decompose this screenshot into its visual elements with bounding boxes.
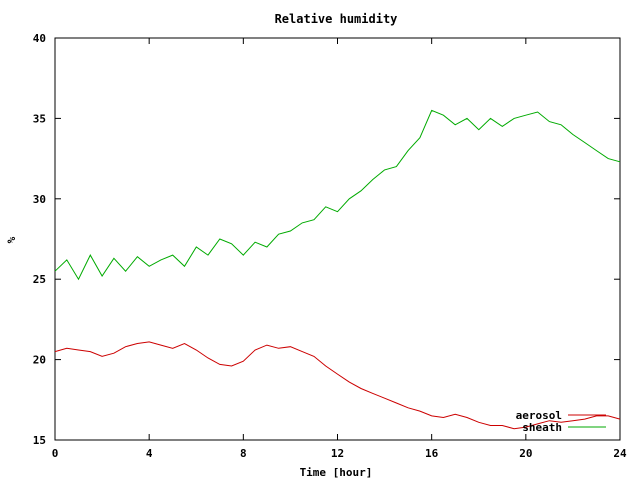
x-tick-label: 8 xyxy=(240,447,247,460)
chart-title: Relative humidity xyxy=(275,12,398,26)
x-tick-label: 20 xyxy=(519,447,532,460)
y-tick-label: 40 xyxy=(33,32,46,45)
x-tick-label: 0 xyxy=(52,447,59,460)
y-tick-label: 35 xyxy=(33,112,46,125)
y-tick-label: 20 xyxy=(33,354,46,367)
series-line-sheath xyxy=(55,110,620,279)
x-tick-label: 4 xyxy=(146,447,153,460)
y-tick-label: 15 xyxy=(33,434,46,447)
x-tick-label: 12 xyxy=(331,447,344,460)
x-tick-label: 24 xyxy=(613,447,627,460)
plot-frame xyxy=(55,38,620,440)
x-axis-label: Time [hour] xyxy=(300,466,373,479)
y-tick-label: 25 xyxy=(33,273,46,286)
plot-area: 0 4 8 12 16 20 24 15 20 25 30 35 40 xyxy=(33,32,627,460)
x-tick-label: 16 xyxy=(425,447,439,460)
y-tick-label: 30 xyxy=(33,193,46,206)
y-axis-label: % xyxy=(5,236,18,243)
legend-label-sheath: sheath xyxy=(522,421,562,434)
